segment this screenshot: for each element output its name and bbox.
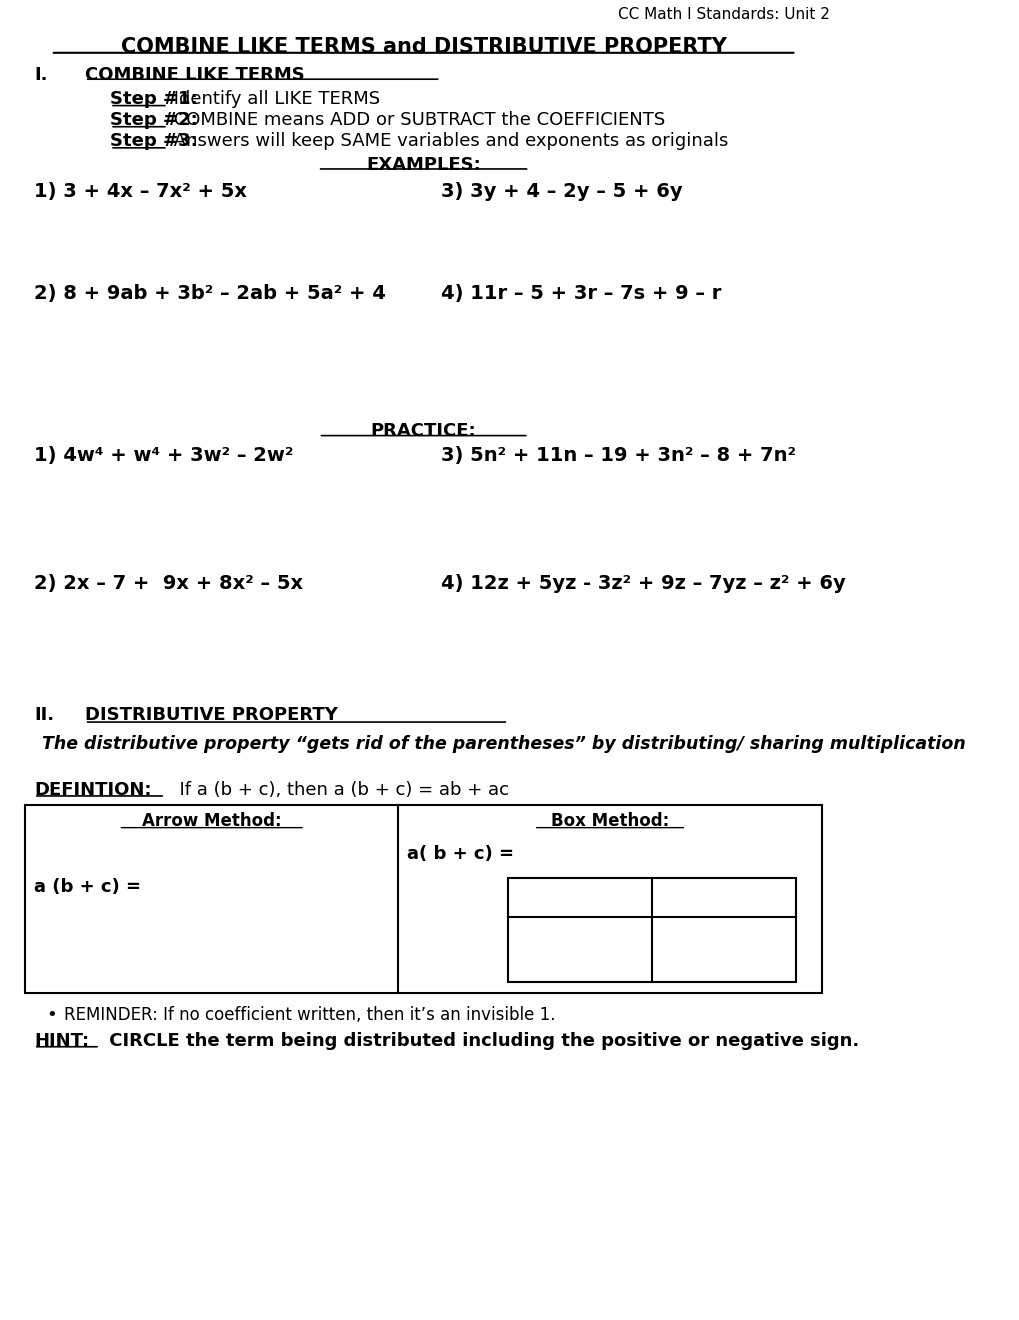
Text: The distributive property “gets rid of the parentheses” by distributing/ sharing: The distributive property “gets rid of t…: [43, 735, 965, 754]
Text: I.: I.: [34, 66, 47, 84]
Text: Arrow Method:: Arrow Method:: [142, 812, 281, 830]
Text: Box Method:: Box Method:: [550, 812, 668, 830]
Text: CIRCLE the term being distributed including the positive or negative sign.: CIRCLE the term being distributed includ…: [103, 1032, 858, 1051]
Text: DISTRIBUTIVE PROPERTY: DISTRIBUTIVE PROPERTY: [85, 706, 337, 725]
Text: 1) 3 + 4x – 7x² + 5x: 1) 3 + 4x – 7x² + 5x: [34, 182, 247, 201]
Text: Step #3:: Step #3:: [110, 132, 198, 150]
Text: CC Math I Standards: Unit 2: CC Math I Standards: Unit 2: [618, 7, 829, 21]
Text: COMBINE LIKE TERMS and DISTRIBUTIVE PROPERTY: COMBINE LIKE TERMS and DISTRIBUTIVE PROP…: [120, 37, 726, 57]
Text: a (b + c) =: a (b + c) =: [34, 878, 141, 896]
Text: Answers will keep SAME variables and exponents as originals: Answers will keep SAME variables and exp…: [167, 132, 728, 150]
Text: COMBINE means ADD or SUBTRACT the COEFFICIENTS: COMBINE means ADD or SUBTRACT the COEFFI…: [167, 111, 664, 129]
Text: EXAMPLES:: EXAMPLES:: [366, 156, 481, 174]
Text: 2) 8 + 9ab + 3b² – 2ab + 5a² + 4: 2) 8 + 9ab + 3b² – 2ab + 5a² + 4: [34, 284, 385, 302]
Text: Step #2:: Step #2:: [110, 111, 198, 129]
Text: 2) 2x – 7 +  9x + 8x² – 5x: 2) 2x – 7 + 9x + 8x² – 5x: [34, 574, 303, 593]
Text: Identify all LIKE TERMS: Identify all LIKE TERMS: [167, 90, 379, 108]
Text: •: •: [47, 1006, 57, 1024]
Text: 4) 11r – 5 + 3r – 7s + 9 – r: 4) 11r – 5 + 3r – 7s + 9 – r: [440, 284, 720, 302]
Text: PRACTICE:: PRACTICE:: [371, 422, 476, 441]
Text: If a (b + c), then a (b + c) = ab + ac: If a (b + c), then a (b + c) = ab + ac: [167, 781, 508, 800]
Text: DEFINTION:: DEFINTION:: [34, 781, 151, 800]
Text: 4) 12z + 5yz - 3z² + 9z – 7yz – z² + 6y: 4) 12z + 5yz - 3z² + 9z – 7yz – z² + 6y: [440, 574, 845, 593]
Text: COMBINE LIKE TERMS: COMBINE LIKE TERMS: [85, 66, 305, 84]
Text: REMINDER: If no coefficient written, then it’s an invisible 1.: REMINDER: If no coefficient written, the…: [63, 1006, 554, 1024]
Text: Step #1:: Step #1:: [110, 90, 198, 108]
Text: 3) 3y + 4 – 2y – 5 + 6y: 3) 3y + 4 – 2y – 5 + 6y: [440, 182, 682, 201]
Text: HINT:: HINT:: [34, 1032, 89, 1051]
Text: 1) 4w⁴ + w⁴ + 3w² – 2w²: 1) 4w⁴ + w⁴ + 3w² – 2w²: [34, 446, 293, 465]
Text: II.: II.: [34, 706, 54, 725]
Text: 3) 5n² + 11n – 19 + 3n² – 8 + 7n²: 3) 5n² + 11n – 19 + 3n² – 8 + 7n²: [440, 446, 795, 465]
Text: a( b + c) =: a( b + c) =: [407, 845, 514, 863]
